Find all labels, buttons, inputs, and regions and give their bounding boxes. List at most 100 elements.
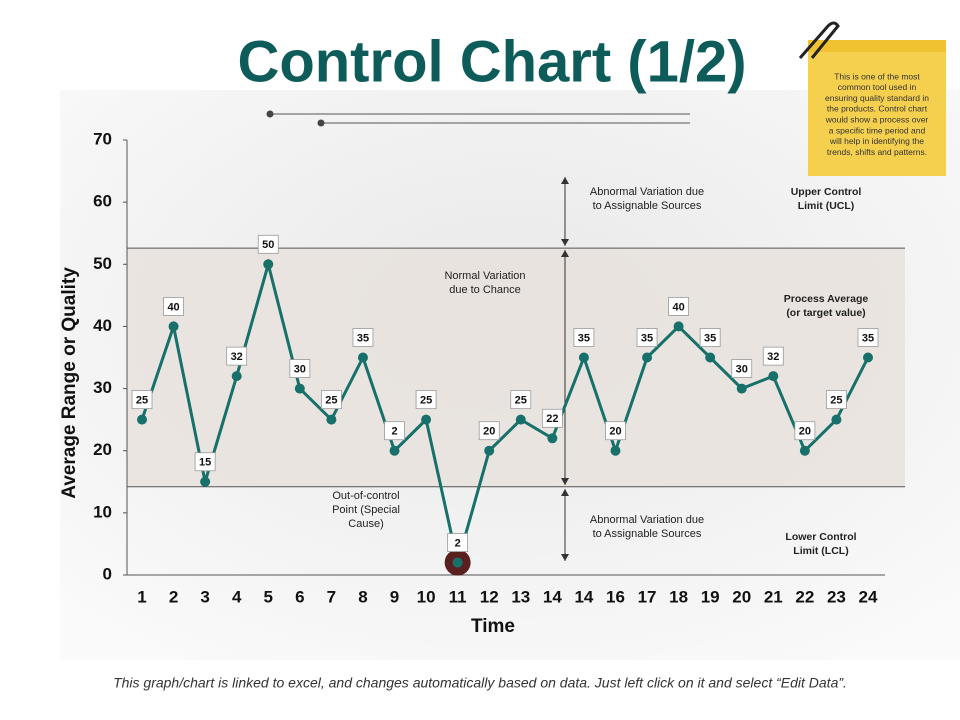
annotation: Upper Control [791, 186, 862, 198]
data-label-box [857, 328, 879, 347]
point [326, 414, 337, 425]
data-label-box [668, 297, 690, 316]
data-label: 20 [799, 426, 811, 438]
data-label-box [320, 390, 342, 410]
arrow-head [561, 250, 569, 257]
point [673, 321, 684, 332]
data-label: 25 [136, 395, 148, 407]
data-label: 35 [862, 332, 874, 344]
data-label: 20 [483, 426, 495, 438]
y-tick-label: 20 [93, 440, 112, 459]
y-tick-label: 10 [93, 502, 112, 521]
point [736, 383, 747, 394]
point [137, 414, 147, 425]
point [452, 557, 463, 568]
point [642, 352, 653, 363]
y-tick-label: 40 [93, 316, 112, 335]
paper-clip [798, 21, 840, 59]
x-tick-label: 12 [480, 587, 499, 606]
data-label-box [131, 390, 153, 410]
data-label: 40 [167, 301, 179, 313]
annotation: Lower Control [785, 531, 856, 543]
annotation: Abnormal Variation due [590, 514, 704, 526]
point [421, 414, 432, 425]
title-dot [317, 119, 325, 127]
data-label: 25 [325, 395, 337, 407]
point [294, 383, 305, 394]
x-tick-label: 24 [859, 587, 878, 606]
data-label-box [605, 421, 626, 441]
data-label: 30 [736, 363, 748, 375]
annotation: Limit (UCL) [798, 200, 855, 212]
point [515, 414, 526, 425]
annotation: (or target value) [786, 307, 865, 319]
point [484, 445, 495, 456]
point [610, 445, 621, 456]
annotation: Limit (LCL) [793, 545, 848, 557]
data-label: 15 [199, 457, 211, 469]
x-tick-label: 6 [295, 587, 304, 606]
x-tick-label: 2 [169, 587, 178, 606]
y-tick-label: 60 [93, 192, 112, 211]
point [799, 445, 810, 456]
annotation: Normal Variation [444, 270, 525, 282]
data-label: 32 [231, 351, 243, 363]
x-tick-label: 19 [701, 587, 720, 606]
x-tick-label: 23 [827, 587, 846, 606]
title-dot [266, 110, 274, 118]
arrow-head [561, 239, 569, 246]
point [768, 371, 779, 382]
note-line: would show a process over [825, 114, 929, 124]
annotation: Out-of-control [332, 490, 399, 502]
data-label: 35 [357, 332, 369, 344]
y-tick-label: 0 [103, 564, 112, 583]
x-tick-label: 5 [264, 587, 273, 606]
data-label-box [384, 421, 405, 441]
series-line [140, 258, 870, 563]
x-tick-label: 22 [795, 587, 814, 606]
x-tick-label: 4 [232, 587, 242, 606]
annotation: to Assignable Sources [593, 528, 702, 540]
annotation: Point (Special [332, 504, 400, 516]
data-label: 35 [578, 332, 590, 344]
x-tick-label: 18 [669, 587, 688, 606]
annotation: due to Chance [449, 284, 521, 296]
data-label-box [478, 421, 500, 441]
x-tick-label: 14 [543, 587, 562, 606]
x-tick-label: 10 [417, 587, 436, 606]
data-label: 20 [609, 426, 621, 438]
point [357, 352, 368, 363]
chart-title: Control Chart (1/2) [237, 29, 746, 94]
arrow-head [561, 489, 569, 496]
point [578, 352, 589, 363]
point [705, 352, 716, 363]
x-tick-label: 13 [511, 587, 530, 606]
data-label-box [826, 390, 847, 410]
data-label: 25 [420, 395, 432, 407]
point [200, 476, 211, 487]
x-tick-label: 3 [200, 587, 209, 606]
arrow-head [561, 177, 569, 184]
y-tick-label: 50 [93, 254, 112, 273]
note-line: This is one of the most [834, 71, 920, 81]
data-label-box [352, 328, 374, 347]
data-label-box [510, 390, 532, 410]
data-label: 35 [704, 332, 716, 344]
data-label: 35 [641, 332, 653, 344]
annotation: to Assignable Sources [593, 200, 702, 212]
footer: This graph/chart is linked to excel, and… [113, 675, 847, 691]
data-label-box [731, 359, 753, 378]
sticky-note-top [808, 40, 946, 52]
point [831, 414, 842, 425]
data-label: 30 [294, 363, 306, 375]
arrow-head [561, 554, 569, 561]
point [168, 321, 179, 332]
point [231, 371, 242, 382]
data-label-box [194, 452, 216, 472]
annotation: Abnormal Variation due [590, 186, 704, 198]
x-tick-label: 17 [638, 587, 657, 606]
point [263, 259, 274, 270]
x-tick-label: 20 [732, 587, 751, 606]
data-label-box [415, 390, 437, 410]
data-label: 25 [515, 395, 527, 407]
